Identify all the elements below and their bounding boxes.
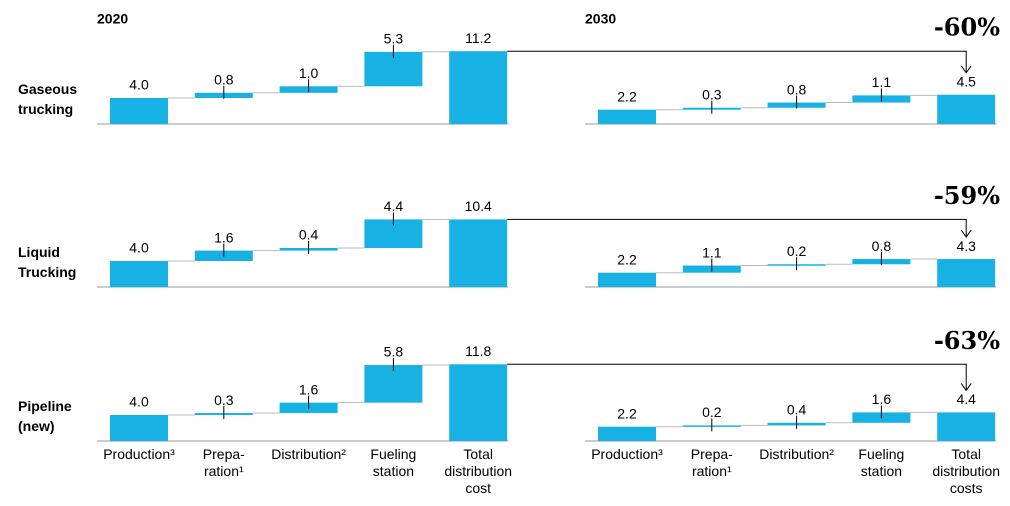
bar	[937, 412, 996, 441]
category-label: Distribution²	[759, 446, 834, 462]
bar	[364, 364, 423, 403]
arrow	[507, 50, 967, 73]
row-label: Gaseous trucking	[18, 81, 78, 117]
value-label: 1.6	[214, 229, 234, 245]
value-label: 0.8	[872, 238, 892, 254]
value-label: 5.8	[384, 344, 404, 360]
reduction: -59%	[934, 181, 1000, 210]
category-label: Distribution²	[271, 446, 346, 462]
value-label: 0.8	[787, 81, 807, 97]
bar	[449, 364, 508, 441]
value-label: 0.8	[214, 72, 234, 88]
value-label: 1.0	[299, 65, 319, 81]
value-label: 4.3	[956, 238, 976, 254]
category-label: Prepa- ration¹	[690, 446, 733, 479]
value-label: 4.0	[129, 394, 149, 410]
value-label: 0.4	[787, 402, 807, 418]
bar	[598, 109, 656, 124]
row-label: Pipeline (new)	[18, 398, 72, 434]
value-label: 2.2	[617, 405, 637, 421]
bar	[937, 259, 996, 287]
value-label: 5.3	[384, 31, 404, 47]
category-label: Prepa- ration¹	[202, 446, 245, 479]
value-label: 1.1	[872, 74, 892, 90]
value-label: 0.4	[299, 227, 319, 243]
arrow	[507, 363, 967, 391]
value-label: 4.0	[129, 240, 149, 256]
category-label: Production³	[591, 446, 663, 462]
category-label: Total distribution costs	[932, 446, 1001, 496]
reduction: -60%	[934, 13, 1000, 42]
reduction: -63%	[934, 326, 1000, 355]
bar	[110, 261, 168, 287]
value-label: 2.2	[617, 88, 637, 104]
value-label: 10.4	[465, 198, 492, 214]
value-label: 0.2	[702, 404, 722, 420]
value-label: 0.3	[214, 392, 234, 408]
arrow-head	[960, 229, 972, 238]
category-label: Fueling station	[858, 446, 905, 479]
row-label: Liquid Trucking	[18, 244, 77, 280]
arrow	[507, 218, 967, 238]
value-label: 4.4	[956, 391, 976, 407]
value-label: 11.8	[465, 343, 491, 359]
bar	[110, 415, 168, 441]
value-label: 0.3	[702, 86, 722, 102]
arrow-head	[960, 65, 972, 74]
value-label: 1.6	[872, 391, 892, 407]
value-label: 1.6	[299, 381, 319, 397]
bar	[449, 51, 508, 125]
arrow-head	[960, 383, 972, 392]
value-label: 0.2	[787, 243, 807, 259]
bar	[598, 426, 656, 441]
category-label: Fueling station	[370, 446, 417, 479]
bar	[598, 272, 656, 287]
bar	[110, 98, 168, 124]
value-label: 11.2	[465, 30, 491, 46]
panel-title: 2020	[97, 11, 128, 27]
value-label: 4.4	[384, 198, 404, 214]
panel-title: 2030	[585, 11, 616, 27]
category-label: Production³	[103, 446, 175, 462]
bar	[937, 94, 996, 124]
value-label: 1.1	[702, 244, 722, 260]
value-label: 2.2	[617, 251, 637, 267]
value-label: 4.0	[129, 77, 149, 93]
bar	[449, 219, 508, 287]
value-label: 4.5	[956, 73, 976, 89]
category-label: Total distribution cost	[444, 446, 513, 496]
